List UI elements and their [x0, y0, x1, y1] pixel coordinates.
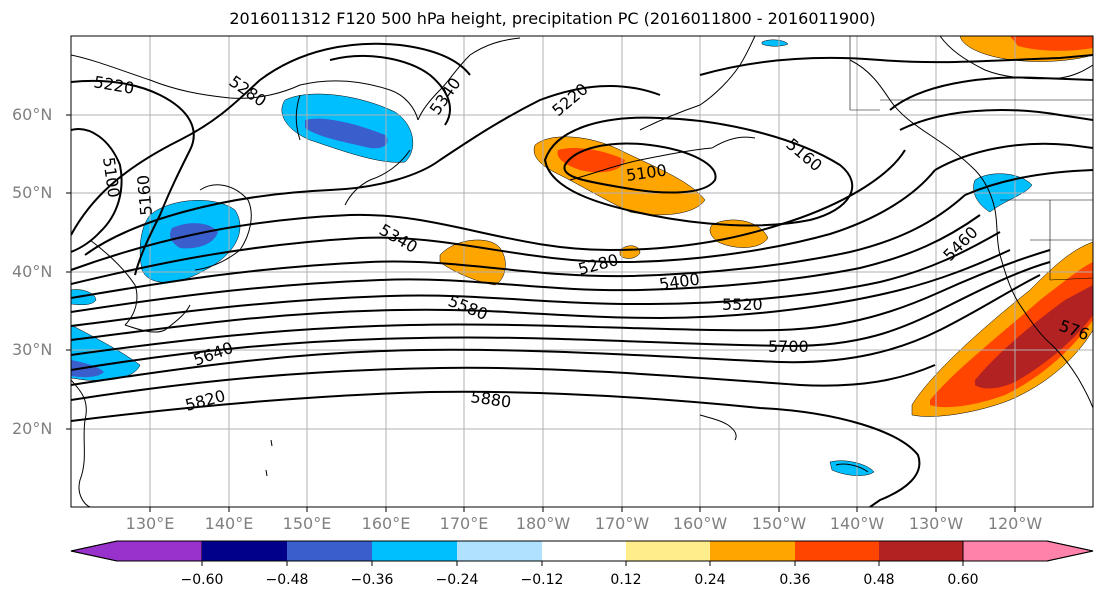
contour-5400	[71, 194, 966, 299]
colorbar-extend-low	[70, 540, 203, 562]
contour-5220	[84, 84, 661, 256]
lat-label: 30°N	[12, 340, 53, 359]
precip-negative-arctic	[761, 39, 789, 47]
lon-label: 130°W	[908, 514, 964, 533]
lat-label: 40°N	[12, 262, 53, 281]
contour-5100-low	[563, 142, 717, 194]
colorbar-tick-label: −0.48	[265, 572, 309, 588]
contour-canada-3	[964, 169, 1093, 196]
precip-positive-bering-core	[557, 148, 625, 173]
precip-positive-california-mid	[930, 262, 1093, 408]
precip-negative-west-2-core	[71, 360, 104, 378]
contour-5880	[71, 390, 921, 507]
colorbar-tick-label: −0.36	[350, 572, 394, 588]
lon-label: 130°E	[125, 514, 175, 533]
lon-label: 170°W	[594, 514, 650, 533]
lat-label: 20°N	[12, 419, 53, 438]
precip-negative-japan-core	[170, 223, 218, 249]
colorbar-segment	[372, 541, 457, 561]
contour-arctic	[699, 54, 1093, 76]
lon-label: 140°E	[204, 514, 254, 533]
lon-label: 120°W	[987, 514, 1043, 533]
lon-label: 140°W	[829, 514, 885, 533]
colorbar-segment	[710, 541, 795, 561]
lon-label: 160°E	[361, 514, 411, 533]
lon-label: 170°E	[439, 514, 489, 533]
lon-label: 160°W	[672, 514, 728, 533]
precip-positive-arctic-core	[1010, 36, 1093, 51]
colorbar-tick-label: −0.12	[520, 572, 564, 588]
colorbar-tick-label: 0.12	[610, 572, 642, 588]
lat-label: 60°N	[12, 105, 53, 124]
coastlines	[71, 36, 1093, 507]
precip-positive-gulf-small	[709, 219, 769, 248]
contour-label: 5520	[722, 295, 763, 314]
colorbar-tick-label: −0.24	[435, 572, 479, 588]
contour-arctic-2	[889, 76, 1093, 111]
map-title: 2016011312 F120 500 hPa height, precipit…	[229, 9, 876, 28]
lon-label: 180°W	[515, 514, 571, 533]
precip-negative-okhotsk-core	[305, 118, 388, 149]
contour-5700	[71, 261, 1051, 371]
colorbar-tick-label: 0.60	[947, 572, 979, 588]
precip-negative-west-1	[71, 289, 97, 306]
lat-label: 50°N	[12, 183, 53, 202]
colorbar-segment	[542, 541, 626, 561]
contour-5280-west	[71, 42, 471, 236]
colorbar-extend-high	[962, 540, 1094, 562]
contour-label: 5160	[134, 174, 156, 216]
colorbar-segment	[626, 541, 710, 561]
height-contours	[71, 42, 1093, 507]
colorbar-segment	[457, 541, 542, 561]
precip-positive-california-core	[975, 285, 1093, 389]
colorbar-tick-label: 0.48	[863, 572, 895, 588]
contour-5220-west	[71, 79, 195, 276]
colorbar-segment	[202, 541, 287, 561]
contour-5280	[71, 149, 906, 271]
contour-5460	[71, 214, 981, 313]
contour-canada	[899, 109, 1093, 131]
colorbar	[70, 540, 1094, 566]
colorbar-tick-label: 0.24	[694, 572, 726, 588]
contour-5760	[71, 274, 1041, 386]
colorbar-tick-label: −0.60	[180, 572, 224, 588]
contour-5520	[71, 231, 1001, 327]
colorbar-segment	[879, 541, 963, 561]
colorbar-segment	[795, 541, 879, 561]
lon-label: 150°W	[751, 514, 807, 533]
contour-5340	[71, 169, 936, 285]
contour-canada-2	[934, 142, 1093, 171]
colorbar-segment	[287, 541, 372, 561]
contour-5640	[71, 249, 1051, 356]
contour-5340-north	[329, 54, 451, 126]
contour-5100-west	[71, 128, 123, 253]
contour-5580	[71, 249, 1011, 341]
colorbar-tick-label: 0.36	[779, 572, 811, 588]
borders	[849, 36, 1093, 281]
lon-label: 150°E	[282, 514, 332, 533]
contour-label: 5700	[768, 337, 809, 356]
contour-5820	[71, 364, 936, 401]
contour-5160-low	[543, 116, 854, 227]
precip-shading	[71, 36, 1093, 476]
axis-ticks	[66, 114, 1016, 512]
